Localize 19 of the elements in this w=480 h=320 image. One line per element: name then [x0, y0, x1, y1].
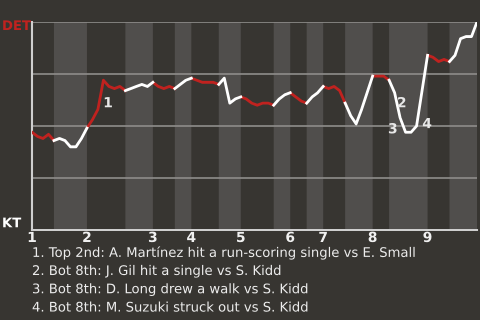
x-tick-label: 7: [319, 232, 327, 242]
text: 1. Top 2nd: A. Martínez hit a run-scoring single vs E. Small: [33, 246, 415, 260]
text: KT: [3, 218, 22, 228]
x-tick-label: 9: [423, 232, 432, 242]
text: DET: [3, 20, 31, 30]
text: 3. Bot 8th: D. Long drew a walk vs S. Kidd: [33, 283, 308, 296]
annotation: 4: [422, 118, 432, 128]
text: 4. Bot 8th: M. Suzuki struck out vs S. Kidd: [32, 302, 308, 312]
annotation: 1: [104, 97, 112, 108]
x-tick-label: 8: [368, 232, 377, 242]
x-tick-label: 3: [148, 232, 157, 242]
x-tick-label: 2: [83, 232, 91, 242]
annotation: 3: [388, 122, 397, 134]
x-tick-label: 4: [187, 232, 196, 242]
x-tick-label: 6: [286, 232, 294, 242]
text: 2. Bot 8th: J. Gil hit a single vs S. Kidd: [32, 264, 280, 278]
x-tick-label: 1: [28, 232, 36, 242]
x-tick-label: 5: [237, 232, 245, 242]
annotation: 2: [398, 96, 406, 108]
